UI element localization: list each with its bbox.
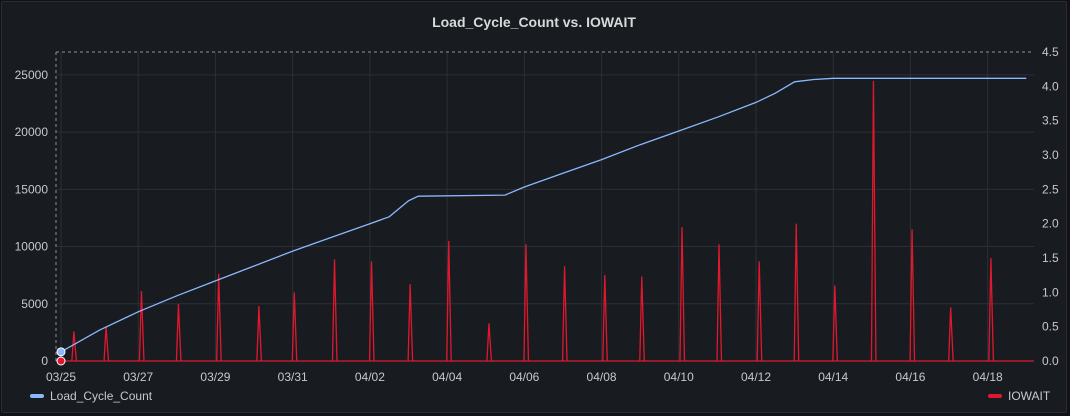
iowait-spike — [832, 285, 838, 362]
y-right-tick-label: 3.5 — [1042, 114, 1059, 128]
y-left-tick-label: 5000 — [21, 297, 48, 311]
iowait-spike — [793, 223, 800, 362]
legend-swatch-load-cycle-count — [30, 394, 44, 398]
iowait-spike — [103, 326, 110, 362]
iowait-spike — [138, 290, 145, 362]
y-right-tick-label: 2.0 — [1042, 217, 1059, 231]
legend-label-load-cycle-count: Load_Cycle_Count — [50, 389, 153, 403]
x-tick-label: 04/12 — [741, 370, 771, 384]
load-cycle-count-line — [60, 77, 1027, 353]
y-left-tick-label: 15000 — [15, 182, 49, 196]
iowait-spike — [523, 244, 530, 362]
iowait-spike — [756, 261, 763, 362]
y-right-tick-label: 0.0 — [1042, 354, 1059, 368]
iowait-spike — [368, 261, 375, 362]
iowait-spike — [216, 273, 222, 362]
y-left-tick-label: 10000 — [15, 240, 49, 254]
iowait-spike — [602, 275, 608, 362]
y-left-tick-label: 25000 — [15, 68, 49, 82]
iowait-point-marker — [56, 356, 66, 366]
iowait-spike — [175, 303, 182, 362]
y-right-tick-label: 3.0 — [1042, 148, 1059, 162]
legend-item-iowait[interactable]: IOWAIT — [988, 389, 1050, 403]
load-cycle-count-point-marker — [56, 347, 66, 357]
iowait-spike — [407, 284, 414, 362]
x-tick-label: 03/29 — [200, 370, 230, 384]
y-right-tick-label: 4.0 — [1042, 79, 1059, 93]
iowait-spike — [561, 266, 568, 362]
y-left-tick-label: 20000 — [15, 125, 49, 139]
legend-item-load-cycle-count[interactable]: Load_Cycle_Count — [30, 389, 152, 403]
iowait-spike — [331, 259, 338, 362]
y-right-tick-label: 4.5 — [1042, 45, 1059, 59]
iowait-spike — [71, 331, 78, 362]
x-tick-label: 03/31 — [278, 370, 308, 384]
iowait-spike — [870, 80, 877, 362]
iowait-spike — [446, 240, 452, 362]
x-tick-label: 04/02 — [355, 370, 385, 384]
x-tick-label: 04/04 — [432, 370, 462, 384]
x-tick-label: 03/27 — [123, 370, 153, 384]
x-tick-label: 04/16 — [895, 370, 925, 384]
iowait-spike — [679, 227, 686, 362]
y-right-tick-label: 1.5 — [1042, 251, 1059, 265]
iowait-spike — [988, 257, 995, 362]
iowait-spike — [639, 276, 645, 362]
x-tick-label: 04/08 — [587, 370, 617, 384]
iowait-spike — [716, 244, 723, 362]
iowait-spike — [256, 306, 263, 362]
iowait-spike — [909, 229, 916, 362]
x-tick-label: 03/25 — [46, 370, 76, 384]
y-left-tick-label: 0 — [41, 354, 48, 368]
x-tick-label: 04/14 — [818, 370, 848, 384]
y-right-tick-label: 0.5 — [1042, 320, 1059, 334]
x-tick-label: 04/06 — [509, 370, 539, 384]
y-right-tick-label: 1.0 — [1042, 285, 1059, 299]
x-tick-label: 04/18 — [973, 370, 1003, 384]
x-tick-label: 04/10 — [664, 370, 694, 384]
legend-swatch-iowait — [988, 394, 1002, 398]
y-right-tick-label: 2.5 — [1042, 182, 1059, 196]
iowait-spike — [486, 323, 493, 362]
legend-label-iowait: IOWAIT — [1008, 389, 1051, 403]
panel-title: Load_Cycle_Count vs. IOWAIT — [432, 14, 636, 30]
iowait-spike — [948, 307, 954, 362]
iowait-spike — [291, 292, 298, 362]
